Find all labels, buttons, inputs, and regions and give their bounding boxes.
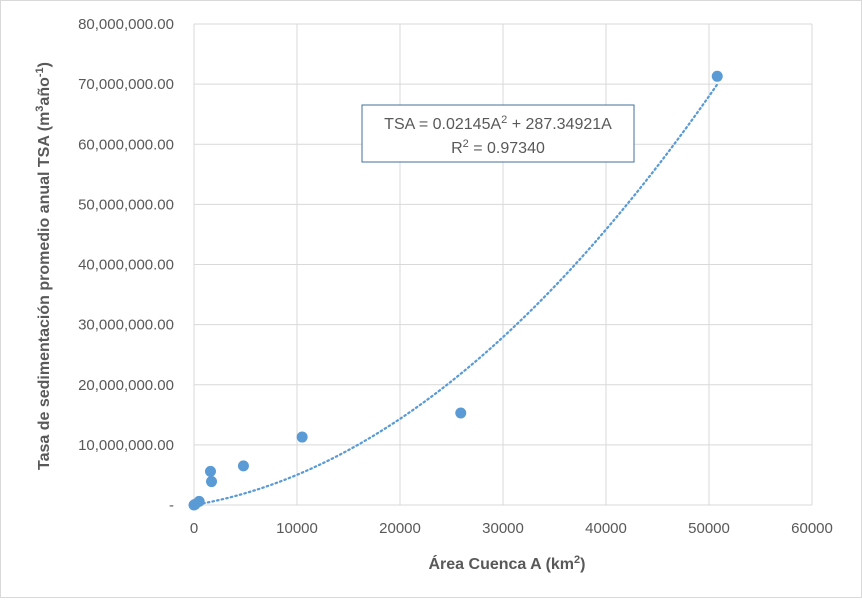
y-tick-label: 10,000,000.00	[78, 437, 174, 454]
x-tick-label: 60000	[791, 520, 833, 537]
data-point	[296, 431, 308, 443]
data-point	[193, 495, 205, 507]
data-point	[455, 407, 467, 419]
data-points	[188, 70, 723, 511]
y-tick-label: 20,000,000.00	[78, 377, 174, 394]
data-point	[204, 465, 216, 477]
x-axis-title: Área Cuenca A (km2)	[429, 554, 586, 573]
y-tick-label: 70,000,000.00	[78, 76, 174, 93]
x-axis-ticks: 0 10000 20000 30000 40000 50000 60000	[190, 520, 833, 537]
trendline-group	[192, 83, 719, 507]
equation-box-border	[361, 104, 635, 163]
trendline-equation: TSA = 0.02145A2 + 287.34921A	[384, 114, 612, 133]
grid-lines	[193, 23, 813, 506]
data-point	[237, 460, 249, 472]
r-squared: R2 = 0.97340	[451, 138, 545, 157]
polynomial-trendline	[192, 83, 719, 507]
x-tick-label: 20000	[379, 520, 421, 537]
y-axis-ticks: - 10,000,000.00 20,000,000.00 30,000,000.00…	[78, 16, 174, 514]
y-axis-title: Tasa de sedimentación promedio anual TSA…	[34, 62, 53, 470]
y-tick-label: 40,000,000.00	[78, 257, 174, 274]
equation-box: TSA = 0.02145A2 + 287.34921A R2 = 0.9734…	[361, 104, 635, 163]
data-point	[206, 476, 218, 488]
y-tick-label: 60,000,000.00	[78, 136, 174, 153]
x-tick-label: 30000	[482, 520, 524, 537]
y-tick-label: 30,000,000.00	[78, 317, 174, 334]
y-tick-label: 80,000,000.00	[78, 16, 174, 33]
y-tick-label: 50,000,000.00	[78, 196, 174, 213]
x-tick-label: 50000	[688, 520, 730, 537]
data-point	[711, 70, 723, 82]
y-tick-label: -	[169, 497, 174, 514]
x-tick-label: 40000	[585, 520, 627, 537]
x-tick-label: 0	[190, 520, 198, 537]
x-tick-label: 10000	[276, 520, 318, 537]
